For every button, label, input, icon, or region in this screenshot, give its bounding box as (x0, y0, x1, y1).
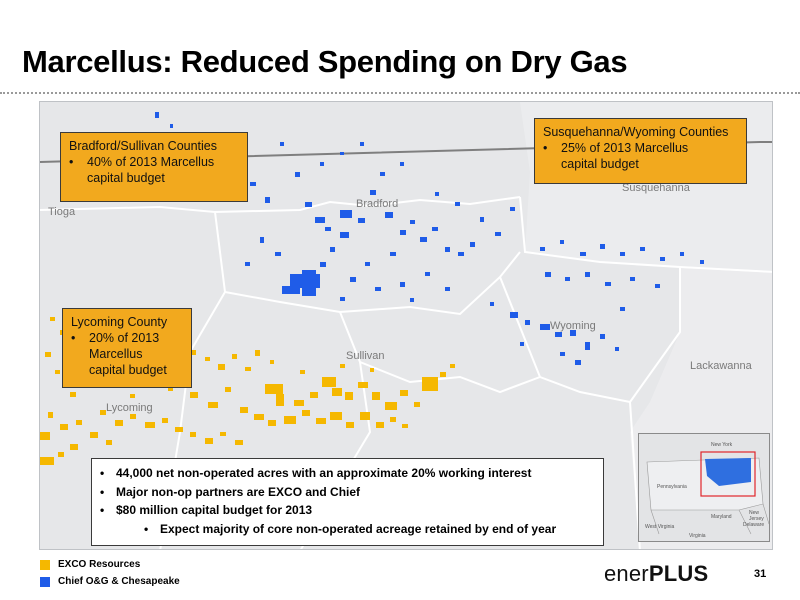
logo-word-ener: ener (604, 561, 649, 586)
inset-label-maryland: Maryland (711, 514, 732, 520)
exco-acreage (40, 317, 455, 465)
callout-title: Bradford/Sullivan Counties (69, 139, 217, 153)
enerplus-logo: enerPLUS (604, 561, 708, 587)
county-label-wyoming: Wyoming (550, 320, 596, 332)
county-label-tioga: Tioga (48, 206, 76, 218)
locator-inset-map: New York Pennsylvania Maryland New Jerse… (638, 433, 770, 542)
inset-label-west-virginia: West Virginia (645, 524, 675, 530)
callout-line: 25% of 2013 Marcellus (561, 141, 689, 155)
summary-bullet: • $80 million capital budget for 2013 (100, 501, 595, 520)
county-label-lycoming: Lycoming (106, 402, 153, 414)
callout-susquehanna-wyoming: Susquehanna/Wyoming Counties • 25% of 20… (534, 118, 747, 184)
bullet-glyph: • (69, 155, 74, 169)
bullet-glyph: • (100, 484, 105, 499)
callout-bullet-text: 20% of 2013 Marcellus capital budget (89, 330, 167, 378)
summary-text: Major non-op partners are EXCO and Chief (116, 484, 361, 499)
summary-box: • 44,000 net non-operated acres with an … (91, 458, 604, 546)
inset-focus-box (700, 451, 756, 497)
callout-line: capital budget (87, 171, 165, 185)
callout-bullet: • 20% of 2013 Marcellus capital budget (71, 330, 183, 378)
county-label-lackawanna: Lackawanna (690, 360, 752, 372)
bullet-glyph: • (100, 466, 105, 480)
bullet-glyph: • (543, 141, 548, 155)
callout-bullet: • 25% of 2013 Marcellus capital budget (543, 140, 738, 172)
legend-swatch-exco (40, 559, 50, 570)
callout-title: Susquehanna/Wyoming Counties (543, 125, 729, 139)
callout-line: Marcellus (89, 347, 143, 361)
summary-bullet: • 44,000 net non-operated acres with an … (100, 464, 595, 483)
county-label-susquehanna: Susquehanna (622, 182, 690, 194)
callout-line: 20% of 2013 (89, 331, 160, 345)
callout-bradford-sullivan: Bradford/Sullivan Counties • 40% of 2013… (60, 132, 248, 202)
legend-label: EXCO Resources (58, 559, 141, 570)
title-divider (0, 92, 800, 94)
county-label-bradford: Bradford (356, 198, 399, 210)
bullet-glyph: • (144, 521, 149, 536)
slide-title: Marcellus: Reduced Spending on Dry Gas (22, 44, 628, 79)
legend-swatch-chief (40, 576, 50, 587)
summary-text: $80 million capital budget for 2013 (116, 503, 313, 517)
summary-text: Expect majority of core non-operated acr… (160, 521, 557, 536)
bullet-glyph: • (71, 331, 76, 345)
legend-item-chief: Chief O&G & Chesapeake (40, 573, 180, 590)
callout-line: 40% of 2013 Marcellus (87, 155, 215, 169)
callout-line: capital budget (561, 157, 639, 171)
inset-label-pennsylvania: Pennsylvania (657, 484, 687, 490)
inset-northeast-pa (705, 458, 751, 486)
inset-state-lines (650, 503, 769, 535)
callout-bullet-text: 40% of 2013 Marcellus capital budget (87, 154, 214, 186)
map-legend: EXCO Resources Chief O&G & Chesapeake (40, 556, 180, 590)
inset-label-virginia: Virginia (689, 533, 706, 539)
bullet-glyph: • (100, 503, 105, 517)
summary-text: 44,000 net non-operated acres with an ap… (116, 466, 532, 480)
legend-item-exco: EXCO Resources (40, 556, 180, 573)
callout-bullet-text: 25% of 2013 Marcellus capital budget (561, 140, 688, 172)
summary-sub-bullet: • Expect majority of core non-operated a… (100, 520, 595, 539)
chief-acreage (155, 112, 704, 365)
summary-bullet: • Major non-op partners are EXCO and Chi… (100, 483, 595, 502)
inset-label-delaware: Delaware (743, 522, 765, 528)
callout-bullet: • 40% of 2013 Marcellus capital budget (69, 154, 239, 186)
callout-title: Lycoming County (71, 315, 168, 329)
state-line (40, 141, 772, 163)
callout-line: capital budget (89, 363, 167, 377)
inset-graphic (639, 434, 769, 541)
legend-label: Chief O&G & Chesapeake (58, 576, 180, 587)
logo-word-plus: PLUS (648, 561, 709, 586)
callout-lycoming: Lycoming County • 20% of 2013 Marcellus … (62, 308, 192, 388)
inset-label-new-york: New York (711, 442, 733, 448)
page-number: 31 (754, 568, 767, 580)
inset-label-new-jersey: New Jersey (749, 510, 764, 522)
county-label-sullivan: Sullivan (346, 350, 385, 362)
